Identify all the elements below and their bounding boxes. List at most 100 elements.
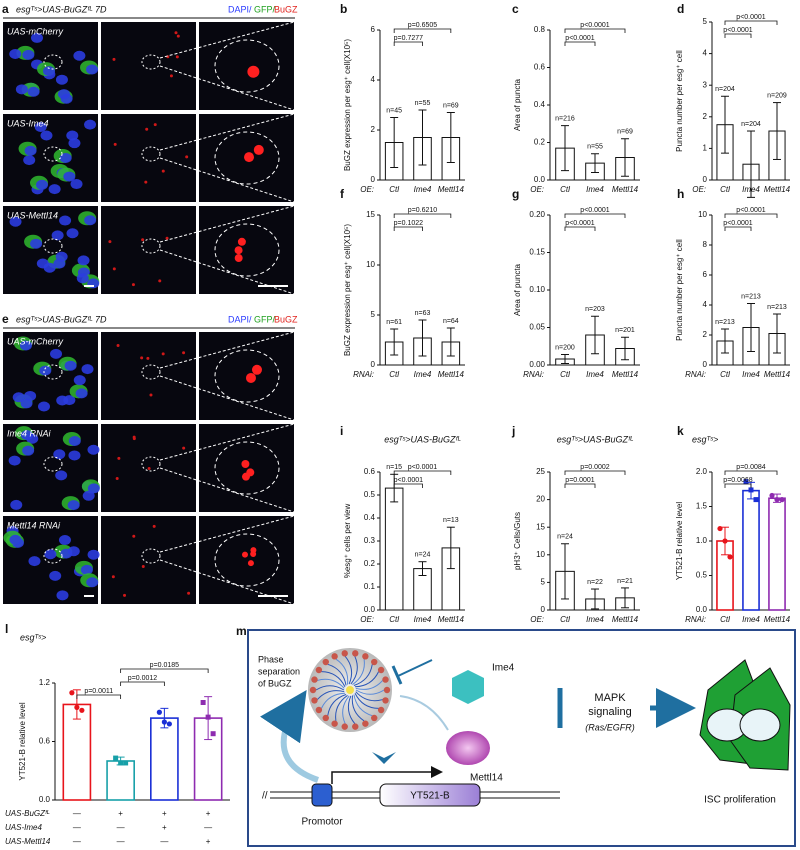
- p-value: p<0.0001: [565, 35, 594, 42]
- strand: [355, 680, 383, 690]
- nucleus: [68, 436, 81, 447]
- strand: [350, 656, 358, 685]
- zoom-line: [159, 467, 295, 513]
- strand: [353, 694, 373, 717]
- y-tick-label: 2: [703, 330, 708, 339]
- panel-label: l: [5, 622, 8, 636]
- y-tick-label: 4: [703, 300, 708, 309]
- x-tick-label: Ctl: [720, 615, 730, 624]
- roi: [43, 548, 63, 564]
- condensate: [241, 551, 248, 558]
- roi: [141, 54, 161, 70]
- strand: [335, 695, 348, 721]
- y-tick-label: 1.5: [696, 502, 708, 511]
- zoom-roi: [214, 533, 280, 587]
- data-point: [118, 760, 124, 766]
- nucleus: [84, 215, 97, 226]
- mettl14-label: Mettl14: [470, 773, 503, 784]
- condensate: [241, 459, 250, 468]
- puncta: [132, 534, 136, 538]
- y-tick-label: 0.1: [364, 582, 376, 591]
- mettl14-shape: [446, 731, 490, 765]
- strand: [355, 691, 383, 702]
- panel-m: m Phase separation of BuGZ Ime4 Mettl14 …: [236, 624, 796, 847]
- row-label: Mettl14 RNAi: [7, 520, 61, 530]
- n-label: n=203: [585, 306, 605, 313]
- bead: [352, 723, 359, 730]
- micrograph: [101, 516, 196, 604]
- condensate: [253, 144, 264, 155]
- y-tick-label: 2.0: [696, 467, 708, 476]
- y-tick-label: 0.15: [529, 248, 545, 257]
- nucleus: [30, 32, 43, 43]
- nucleus: [9, 216, 22, 227]
- data-point: [79, 707, 85, 713]
- nucleus: [66, 228, 79, 239]
- puncta: [169, 74, 173, 78]
- group-label: OE:: [530, 615, 544, 624]
- y-axis-label: YT521-B relative level: [18, 702, 27, 780]
- x-tick-label: Mettl14: [612, 185, 639, 194]
- bar: [106, 760, 135, 801]
- bead: [377, 666, 385, 674]
- puncta: [146, 356, 150, 360]
- nucleus: [22, 49, 35, 60]
- n-label: n=55: [587, 144, 603, 151]
- y-tick-label: 0: [703, 360, 708, 369]
- zoom-roi: [214, 39, 280, 93]
- p-value: p<0.0001: [408, 464, 437, 471]
- panel-label: h: [677, 187, 684, 201]
- nucleus: [34, 122, 47, 133]
- p-value: p<0.0001: [565, 220, 594, 227]
- condition-mark: +: [162, 809, 167, 818]
- data-point: [205, 714, 211, 720]
- significance-bracket: [724, 20, 778, 25]
- bead: [377, 706, 385, 714]
- nucleus: [68, 450, 81, 461]
- x-tick-label: Mettl14: [438, 185, 465, 194]
- data-point: [74, 704, 80, 710]
- y-tick-label: 8: [703, 240, 708, 249]
- y-tick-label: 0.00: [529, 360, 545, 369]
- panel-label: e: [2, 312, 9, 326]
- ime4-shape: [452, 670, 484, 704]
- bead: [362, 720, 369, 727]
- puncta: [117, 456, 121, 460]
- bead: [331, 653, 338, 660]
- nucleus: [55, 470, 68, 481]
- nucleus: [56, 590, 69, 601]
- puncta: [112, 57, 116, 61]
- pathway-label: signaling: [588, 706, 631, 718]
- p-value: p<0.0001: [736, 207, 765, 214]
- puncta: [152, 524, 156, 528]
- significance-bracket: [393, 41, 423, 46]
- x-tick-label: Mettl14: [612, 615, 639, 624]
- n-label: n=204: [715, 86, 735, 93]
- y-tick-label: 10: [536, 550, 545, 559]
- bead: [382, 697, 389, 704]
- data-point: [722, 538, 728, 544]
- p-value: p=0.6210: [408, 207, 437, 214]
- zoom-line: [159, 65, 295, 111]
- y-tick-label: 0.0: [696, 605, 708, 614]
- y-tick-label: 0.20: [529, 210, 545, 219]
- nucleus: [24, 390, 37, 401]
- y-tick-label: 1.2: [39, 678, 51, 687]
- condition-mark: +: [206, 809, 211, 818]
- gene-label: YT521-B: [410, 791, 450, 802]
- puncta: [165, 236, 169, 240]
- condensate: [247, 560, 254, 567]
- p-value: p=0.0012: [128, 675, 157, 682]
- y-tick-label: 5: [541, 578, 546, 587]
- data-point: [769, 492, 775, 499]
- y-tick-label: 0.8: [534, 25, 546, 34]
- x-tick-label: Ctl: [560, 185, 570, 194]
- condition-mark: —: [117, 837, 125, 846]
- strand: [344, 656, 353, 685]
- roi: [141, 364, 161, 380]
- panel-label: a: [2, 2, 9, 16]
- bead: [315, 706, 323, 714]
- nucleus: [35, 179, 48, 190]
- puncta: [175, 55, 179, 59]
- data-point: [69, 690, 75, 696]
